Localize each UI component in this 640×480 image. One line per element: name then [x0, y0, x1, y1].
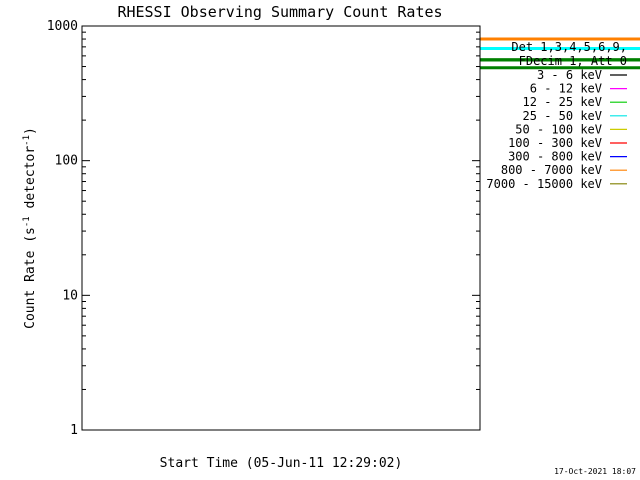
y-axis-label-main: Count Rate (s — [23, 227, 38, 329]
legend-label: 6 - 12 keV — [530, 82, 602, 96]
y-axis: 1 10 100 1000 — [47, 19, 480, 438]
legend-label: 50 - 100 keV — [515, 122, 602, 136]
y-tick-label: 1 — [70, 423, 78, 438]
y-tick-label: 100 — [55, 154, 78, 169]
plot-frame — [81, 25, 481, 431]
y-axis-label-sup1: -1 — [22, 216, 32, 227]
y-tick-label: 10 — [62, 288, 78, 303]
y-axis-label-mid: detector — [23, 146, 38, 217]
legend-label: 300 - 800 keV — [508, 150, 602, 164]
legend-header-1: Det 1,3,4,5,6,9, — [511, 40, 627, 54]
y-axis-label-end: ) — [23, 127, 38, 135]
legend-label: 12 - 25 keV — [523, 95, 602, 109]
timestamp: 17-Oct-2021 18:07 — [554, 467, 636, 476]
y-axis-label-sup2: -1 — [22, 135, 32, 146]
flag-group: NSRD0RD6 — [480, 37, 640, 70]
legend-label: 7000 - 15000 keV — [486, 177, 602, 191]
legend-label: 100 - 300 keV — [508, 136, 602, 150]
legend-header-2: FDecim 1, Att 0 — [519, 54, 627, 68]
legend-label: 800 - 7000 keV — [501, 163, 602, 177]
legend: Det 1,3,4,5,6,9, FDecim 1, Att 0 3 - 6 k… — [486, 40, 627, 191]
legend-label: 25 - 50 keV — [523, 109, 602, 123]
y-tick-label: 1000 — [47, 19, 78, 34]
legend-label: 3 - 6 keV — [537, 68, 602, 82]
y-axis-label: Count Rate (s-1 detector-1) — [22, 127, 38, 329]
chart-title: RHESSI Observing Summary Count Rates — [117, 3, 442, 21]
x-axis-label: Start Time (05-Jun-11 12:29:02) — [160, 456, 403, 471]
